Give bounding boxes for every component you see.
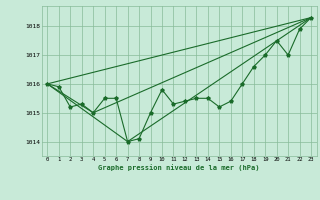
X-axis label: Graphe pression niveau de la mer (hPa): Graphe pression niveau de la mer (hPa) xyxy=(99,164,260,171)
